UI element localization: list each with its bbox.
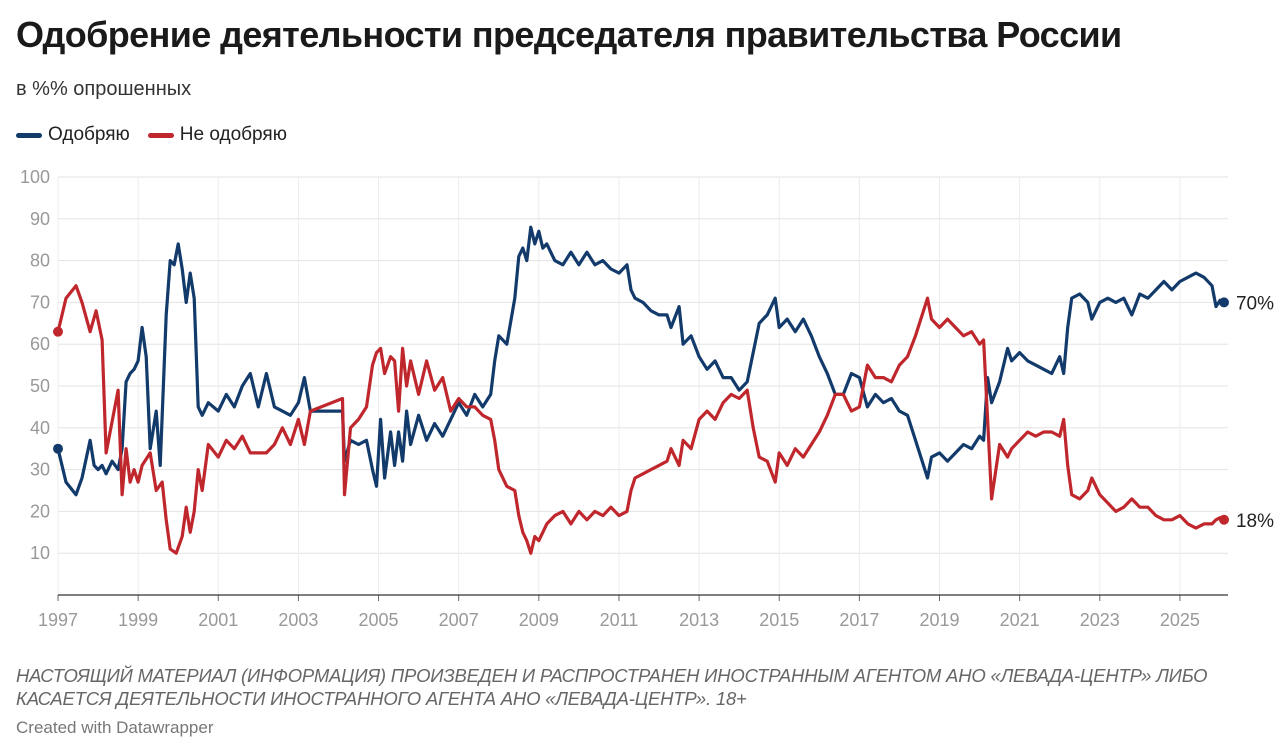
- page-title: Одобрение деятельности председателя прав…: [16, 14, 1122, 55]
- x-tick-label-2021: 2021: [1000, 610, 1040, 630]
- y-tick-label-100: 100: [20, 167, 50, 187]
- x-axis: 1997 1999 2001 2003 2005 2007 2009 2011 2013 2015…: [38, 594, 1228, 630]
- x-tick-label-2007: 2007: [439, 610, 479, 630]
- x-tick-label-2015: 2015: [759, 610, 799, 630]
- y-tick-label-60: 60: [30, 334, 50, 354]
- legend-swatch-disapprove: [147, 132, 174, 138]
- y-tick-label-30: 30: [30, 460, 50, 480]
- x-tick-label-2005: 2005: [359, 610, 399, 630]
- series-end-marker-1: [1218, 514, 1229, 525]
- x-tick-label-1997: 1997: [38, 610, 78, 630]
- y-tick-label-80: 80: [30, 251, 50, 271]
- legend-label-approve: Одобряю: [48, 124, 130, 145]
- x-tick-label-2023: 2023: [1080, 610, 1120, 630]
- x-tick-label-2003: 2003: [278, 610, 318, 630]
- series-line-1: [56, 284, 1226, 555]
- y-axis: 10 20 30 40 50 60 70 80 90 100: [20, 167, 50, 563]
- page-subtitle: в %% опрошенных: [16, 78, 192, 100]
- y-tick-label-90: 90: [30, 209, 50, 229]
- x-tick-label-2001: 2001: [198, 610, 238, 630]
- x-tick-label-2009: 2009: [519, 610, 559, 630]
- credit-text: Created with Datawrapper: [16, 718, 214, 737]
- legend-swatch-approve: [16, 132, 42, 138]
- x-tick-label-2019: 2019: [919, 610, 959, 630]
- series-end-label-0: 70%: [1236, 293, 1274, 314]
- x-tick-label-2013: 2013: [679, 610, 719, 630]
- legend-label-disapprove: Не одобряю: [179, 124, 287, 145]
- grid: [57, 176, 1228, 595]
- series-lines: [56, 225, 1226, 555]
- x-tick-label-2017: 2017: [839, 610, 879, 630]
- legend: Одобряю Не одобряю: [16, 124, 287, 146]
- y-tick-label-10: 10: [30, 543, 50, 563]
- legend-item-disapprove: Не одобряю: [147, 124, 287, 146]
- x-tick-label-2011: 2011: [600, 610, 639, 630]
- series-markers: 70% 18%: [53, 293, 1274, 532]
- legend-item-approve: Одобряю: [16, 124, 130, 146]
- series-line-0: [56, 225, 1226, 497]
- series-end-marker-0: [1218, 297, 1229, 308]
- y-tick-label-70: 70: [30, 292, 50, 312]
- series-end-label-1: 18%: [1236, 511, 1274, 532]
- series-start-marker-1: [53, 326, 63, 337]
- y-tick-label-50: 50: [30, 376, 50, 396]
- series-start-marker-0: [53, 443, 63, 454]
- y-tick-label-20: 20: [30, 501, 50, 521]
- x-tick-label-1999: 1999: [118, 610, 158, 630]
- foreign-agent-notice: НАСТОЯЩИЙ МАТЕРИАЛ (ИНФОРМАЦИЯ) ПРОИЗВЕД…: [16, 665, 1208, 709]
- y-tick-label-40: 40: [30, 418, 50, 438]
- x-tick-label-2025: 2025: [1160, 610, 1200, 630]
- line-chart: 10 20 30 40 50 60 70 80 90 100 1997 1999 2001 2003 20…: [20, 167, 1274, 630]
